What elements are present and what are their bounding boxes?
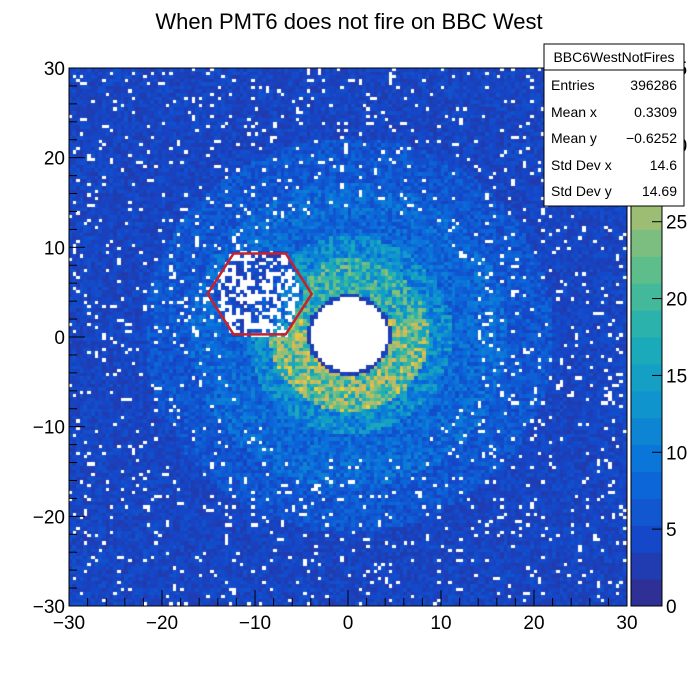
colorbar-band: [631, 310, 662, 338]
colorbar-band: [631, 337, 662, 365]
stats-value-std-dev-y: 14.69: [642, 183, 677, 199]
x-tick-label: −20: [146, 613, 178, 634]
colorbar-band: [631, 579, 662, 607]
stats-value-mean-y: −0.6252: [626, 130, 677, 146]
colorbar-band: [631, 256, 662, 284]
y-tick-label: 0: [54, 328, 65, 349]
y-tick-label: −30: [33, 597, 65, 618]
colorbar-tick-label: 5: [666, 520, 677, 541]
missing-pmt-hexagon: [206, 252, 314, 336]
colorbar-band: [631, 498, 662, 526]
stats-label-std-dev-y: Std Dev y: [551, 183, 612, 199]
stats-label-mean-x: Mean x: [551, 104, 597, 120]
colorbar-band: [631, 444, 662, 472]
stats-value-std-dev-x: 14.6: [650, 157, 677, 173]
y-tick-label: 10: [44, 238, 65, 259]
colorbar-band: [631, 283, 662, 311]
x-tick-label: 20: [523, 613, 544, 634]
colorbar-band: [631, 525, 662, 553]
x-tick-label: 30: [616, 613, 637, 634]
heatmap-bins: [69, 68, 627, 606]
colorbar-band: [631, 552, 662, 580]
colorbar-tick-label: 25: [666, 213, 687, 234]
stats-label-mean-y: Mean y: [551, 130, 597, 146]
axes: −30−30 −20 −20 −10 −10 0 0 10 10 20 20 30 30: [33, 59, 638, 634]
y-tick-label: 30: [44, 59, 65, 80]
colorbar-tick-label: 10: [666, 443, 687, 464]
stats-label-entries: Entries: [551, 77, 595, 93]
colorbar-band: [631, 229, 662, 257]
stats-box: BBC6WestNotFires Entries 396286 Mean x 0…: [543, 43, 685, 207]
colorbar-tick-label: 15: [666, 366, 687, 387]
y-tick-label: 20: [44, 149, 65, 170]
stats-box-name: BBC6WestNotFires: [553, 49, 674, 65]
stats-value-mean-x: 0.3309: [634, 104, 677, 120]
y-tick-label: −10: [33, 418, 65, 439]
chart-title: When PMT6 does not fire on BBC West: [155, 9, 542, 34]
colorbar-band: [631, 471, 662, 499]
x-tick-label: −30: [53, 613, 85, 634]
y-tick-label: −20: [33, 507, 65, 528]
stats-box-frame: [543, 43, 685, 207]
x-tick-label: −10: [239, 613, 271, 634]
colorbar-band: [631, 363, 662, 392]
heatmap: [69, 68, 627, 606]
stats-value-entries: 396286: [630, 77, 677, 93]
annotation-layer: [206, 252, 314, 336]
colorbar-tick-label: 20: [666, 290, 687, 311]
colorbar-tick-label: 0: [666, 597, 677, 618]
colorbar-band: [631, 390, 662, 419]
stats-label-std-dev-x: Std Dev x: [551, 157, 612, 173]
colorbar-band: [631, 417, 662, 446]
colorbar-band: [631, 202, 662, 230]
x-tick-label: 10: [430, 613, 451, 634]
x-tick-label: 0: [343, 613, 354, 634]
